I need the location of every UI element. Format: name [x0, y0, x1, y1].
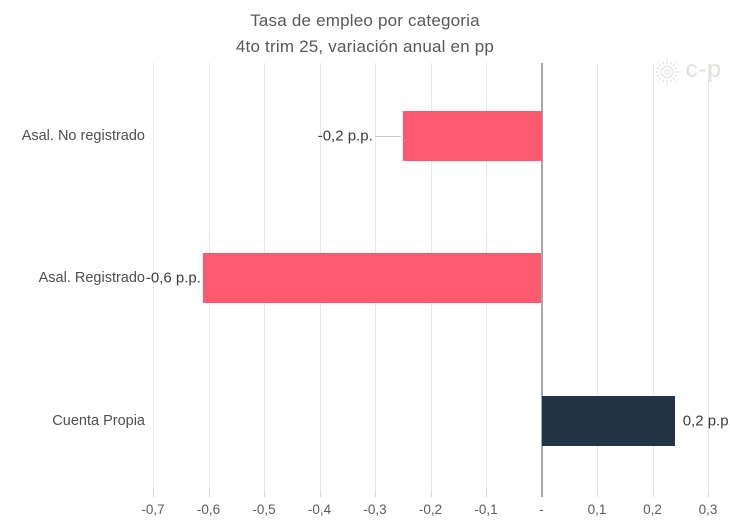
axis-tick	[430, 490, 432, 497]
axis-tick	[597, 490, 598, 497]
axis-tick	[652, 490, 654, 497]
bar-value-label: 0,2 p.p.	[682, 412, 730, 430]
x-tick-label: -0,4	[307, 502, 332, 517]
gridline	[652, 63, 654, 490]
axis-tick	[264, 490, 265, 497]
category-label: Asal. Registrado	[38, 270, 145, 286]
gridline	[708, 63, 709, 490]
bar-value-label: -0,6 p.p.	[145, 269, 201, 287]
x-tick-label: 0,2	[643, 502, 662, 517]
axis-tick	[319, 490, 321, 497]
axis-tick	[208, 490, 210, 497]
brand-logo: c-p	[652, 56, 722, 90]
axis-tick	[153, 490, 154, 497]
bar	[202, 253, 542, 303]
chart-subtitle: 4to trim 25, variación anual en pp	[235, 37, 495, 56]
x-tick-label: -0,6	[196, 502, 221, 517]
axis-tick	[486, 490, 487, 497]
x-tick-label: -0,2	[418, 502, 443, 517]
x-tick-label: 0,3	[698, 502, 718, 517]
x-tick-label: -0,3	[363, 502, 387, 517]
category-label: Asal. No registrado	[21, 128, 145, 144]
x-tick-label: 0,1	[587, 502, 607, 517]
chart-title: Tasa de empleo por categoria	[250, 11, 480, 30]
x-tick-label: -	[539, 502, 544, 517]
bar-value-label: -0,2 p.p.	[317, 127, 373, 145]
zero-axis-line	[540, 63, 543, 497]
sunburst-icon	[653, 58, 681, 86]
x-tick-label: -0,5	[252, 502, 276, 517]
gridline	[597, 63, 598, 490]
axis-tick	[375, 490, 376, 497]
category-label: Cuenta Propia	[52, 413, 145, 429]
chart-title-block: Tasa de empleo por categoria 4to trim 25…	[0, 8, 730, 60]
axis-tick	[708, 490, 709, 497]
gridline	[153, 63, 154, 490]
bar	[541, 396, 675, 446]
brand-logo-text: c-p	[685, 56, 722, 83]
x-tick-label: -0,1	[474, 502, 498, 517]
bar	[402, 111, 542, 161]
x-tick-label: -0,7	[141, 502, 165, 517]
leader-line	[374, 136, 401, 137]
